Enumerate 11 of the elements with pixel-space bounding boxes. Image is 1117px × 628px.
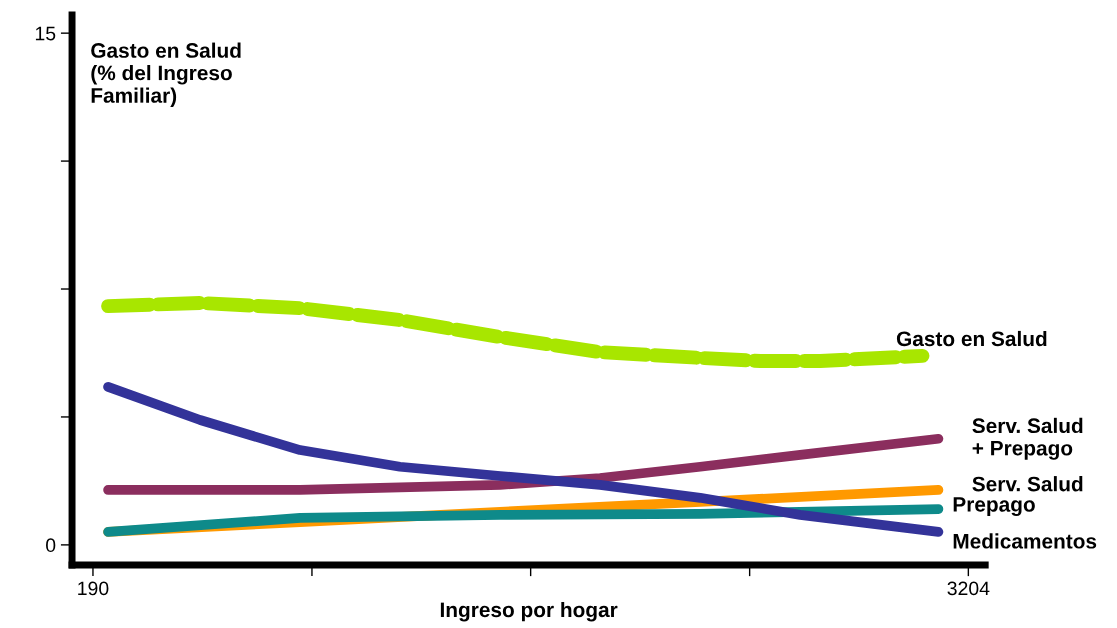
series-label: Gasto en Salud — [896, 330, 1047, 347]
series-label: Prepago — [953, 497, 1035, 516]
x-axis-title: Ingreso por hogar — [440, 601, 618, 622]
y-tick-label: 0 — [46, 538, 56, 553]
y-axis-title: Gasto en Salud (% del Ingreso Familiar) — [91, 42, 241, 107]
y-tick-label: 15 — [35, 26, 56, 41]
series-label: Serv. Salud — [972, 476, 1083, 492]
series-label: Serv. Salud + Prepago — [972, 417, 1083, 460]
x-tick-label: 3204 — [947, 581, 990, 596]
series-label: Medicamentos — [953, 533, 1097, 549]
x-tick-label: 190 — [78, 581, 109, 596]
